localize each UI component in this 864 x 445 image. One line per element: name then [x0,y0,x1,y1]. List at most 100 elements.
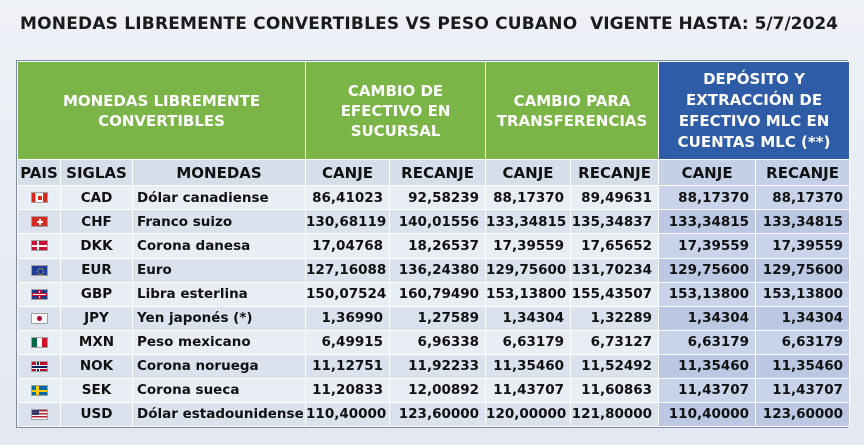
mlc-canje-value: 11,43707 [658,377,757,403]
switzerland-flag-icon [30,216,48,228]
transfer-recanje-value: 11,60863 [570,377,660,403]
cash-recanje-value: 12,00892 [389,377,487,403]
cash-canje-value: 150,07524 [305,281,391,307]
flag-cell [17,281,61,307]
mlc-recanje-value: 88,17370 [755,185,851,211]
mlc-canje-value: 133,34815 [658,209,757,235]
flag-cell [17,329,61,355]
transfer-recanje-value: 1,32289 [570,305,660,331]
currency-name: Corona danesa [131,233,307,259]
currency-code: GBP [60,281,133,307]
transfer-canje-value: 133,34815 [485,209,572,235]
transfer-recanje-value: 155,43507 [570,281,660,307]
mlc-canje-value: 110,40000 [658,401,757,428]
mexico-flag-icon [30,336,48,348]
transfer-recanje-value: 6,73127 [570,329,660,355]
cash-recanje-value: 92,58239 [389,185,487,211]
transfer-recanje-value: 131,70234 [570,257,660,283]
table-row: CHF Franco suizo 130,68119 140,01556 133,348… [17,209,851,235]
currency-name: Dólar canadiense [131,185,307,211]
transfer-canje-value: 88,17370 [485,185,572,211]
mlc-canje-value: 88,17370 [658,185,757,211]
mlc-canje-value: 11,35460 [658,353,757,379]
usa-flag-icon [30,408,48,420]
mlc-recanje-value: 11,35460 [755,353,851,379]
mlc-recanje-value: 11,43707 [755,377,851,403]
cash-recanje-value: 136,24380 [389,257,487,283]
currency-code: CAD [60,185,133,211]
flag-cell [17,233,61,259]
exchange-rate-table: MONEDAS LIBREMENTE CONVERTIBLES CAMBIO D… [16,60,851,428]
cash-canje-value: 1,36990 [305,305,391,331]
flag-cell [17,353,61,379]
flag-cell [17,257,61,283]
mlc-recanje-value: 17,39559 [755,233,851,259]
cash-recanje-value: 160,79490 [389,281,487,307]
denmark-flag-icon [30,240,48,252]
mlc-canje-value: 1,34304 [658,305,757,331]
japan-flag-icon [30,312,48,324]
mlc-canje-value: 6,63179 [658,329,757,355]
mlc-recanje-value: 123,60000 [755,401,851,428]
uk-flag-icon [30,288,48,300]
table-row: NOK Corona noruega 11,12751 11,92233 11,3546… [17,353,851,379]
col-header-cash-recanje: RECANJE [389,159,487,187]
mlc-recanje-value: 133,34815 [755,209,851,235]
cash-canje-value: 86,41023 [305,185,391,211]
cash-canje-value: 17,04768 [305,233,391,259]
cash-canje-value: 6,49915 [305,329,391,355]
transfer-canje-value: 153,13800 [485,281,572,307]
cash-recanje-value: 123,60000 [389,401,487,428]
norway-flag-icon [30,360,48,372]
currency-name: Franco suizo [131,209,307,235]
cash-recanje-value: 140,01556 [389,209,487,235]
transfer-canje-value: 11,43707 [485,377,572,403]
currency-code: DKK [60,233,133,259]
table-row: MXN Peso mexicano 6,49915 6,96338 6,63179 6,7… [17,329,851,355]
flag-cell [17,305,61,331]
transfer-recanje-value: 89,49631 [570,185,660,211]
mlc-recanje-value: 129,75600 [755,257,851,283]
transfer-canje-value: 11,35460 [485,353,572,379]
currency-name: Dólar estadounidense [131,401,307,428]
col-header-cash-canje: CANJE [305,159,391,187]
cash-canje-value: 11,12751 [305,353,391,379]
mlc-canje-value: 129,75600 [658,257,757,283]
currency-code: SEK [60,377,133,403]
transfer-canje-value: 17,39559 [485,233,572,259]
col-header-monedas: MONEDAS [131,159,307,187]
transfer-recanje-value: 135,34837 [570,209,660,235]
transfer-canje-value: 120,00000 [485,401,572,428]
table-row: DKK Corona danesa 17,04768 18,26537 17,39559… [17,233,851,259]
currency-name: Corona sueca [131,377,307,403]
group-header-mlc: DEPÓSITO Y EXTRACCIÓN DE EFECTIVO MLC EN… [658,60,851,161]
cash-recanje-value: 11,92233 [389,353,487,379]
col-header-mlc-recanje: RECANJE [755,159,851,187]
currency-name: Euro [131,257,307,283]
eu-flag-icon [30,264,48,276]
group-header-transfers: CAMBIO PARA TRANSFERENCIAS [485,60,660,161]
cash-canje-value: 130,68119 [305,209,391,235]
currency-code: NOK [60,353,133,379]
cash-recanje-value: 1,27589 [389,305,487,331]
table-row: EUR Euro 127,16088 136,24380 129,75600 131,70… [17,257,851,283]
group-header-currencies: MONEDAS LIBREMENTE CONVERTIBLES [16,60,307,161]
currency-name: Yen japonés (*) [131,305,307,331]
mlc-recanje-value: 153,13800 [755,281,851,307]
col-header-tr-recanje: RECANJE [570,159,660,187]
transfer-recanje-value: 17,65652 [570,233,660,259]
transfer-recanje-value: 121,80000 [570,401,660,428]
currency-code: CHF [60,209,133,235]
flag-cell [17,209,61,235]
col-header-mlc-canje: CANJE [658,159,757,187]
sweden-flag-icon [30,384,48,396]
transfer-canje-value: 129,75600 [485,257,572,283]
mlc-canje-value: 17,39559 [658,233,757,259]
col-header-tr-canje: CANJE [485,159,572,187]
cash-canje-value: 127,16088 [305,257,391,283]
mlc-canje-value: 153,13800 [658,281,757,307]
col-header-pais: PAIS [17,159,61,187]
currency-name: Libra esterlina [131,281,307,307]
valid-until-date: VIGENTE HASTA: 5/7/2024 [590,14,838,34]
cash-recanje-value: 18,26537 [389,233,487,259]
